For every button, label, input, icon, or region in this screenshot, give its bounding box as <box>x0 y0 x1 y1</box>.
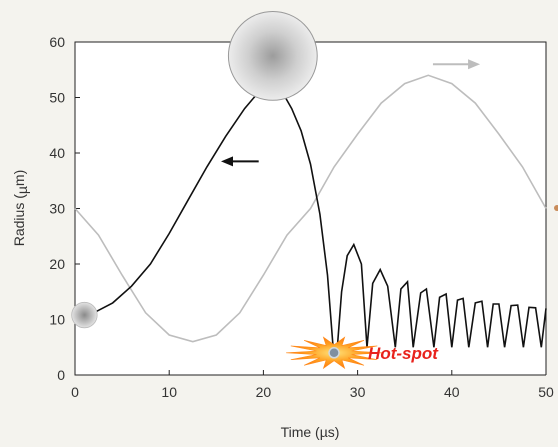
y-tick-label: 60 <box>49 34 65 50</box>
x-tick-label: 40 <box>444 384 460 400</box>
series-line-radius <box>84 79 547 356</box>
y-tick-label: 40 <box>49 145 65 161</box>
y-axis-title-end: m) <box>11 170 27 186</box>
hot-spot-label: Hot-spot <box>368 344 439 363</box>
right-arrow-annotation <box>432 59 481 70</box>
x-tick-label: 0 <box>71 384 79 400</box>
series-line-pressure <box>74 74 547 343</box>
arrow-head <box>468 59 481 70</box>
y-tick-label: 20 <box>49 256 65 272</box>
large-bubble <box>227 10 318 101</box>
right-edge-strip <box>546 42 558 447</box>
x-axis-title: Time (µs) <box>281 424 340 440</box>
y-axis-title: Radius (µm) <box>11 170 30 247</box>
hot-spot-burst <box>286 336 383 370</box>
hot-spot-core <box>328 347 340 359</box>
y-axis-title-start: Radius ( <box>11 194 27 246</box>
axis-tick-labels: 0 10 20 30 40 50 0 10 20 30 40 50 60 <box>49 34 554 400</box>
arrow-head <box>221 156 234 167</box>
y-tick-label: 0 <box>57 367 65 383</box>
y-tick-label: 30 <box>49 201 65 217</box>
small-bubble <box>71 301 98 329</box>
y-axis-title-mu: µ <box>14 186 30 194</box>
x-tick-label: 10 <box>161 384 177 400</box>
left-arrow-annotation <box>221 156 259 167</box>
x-tick-label: 50 <box>538 384 554 400</box>
x-tick-label: 20 <box>256 384 272 400</box>
right-edge-marker <box>554 205 558 211</box>
x-tick-label: 30 <box>350 384 366 400</box>
y-tick-label: 50 <box>49 90 65 106</box>
y-tick-label: 10 <box>49 312 65 328</box>
